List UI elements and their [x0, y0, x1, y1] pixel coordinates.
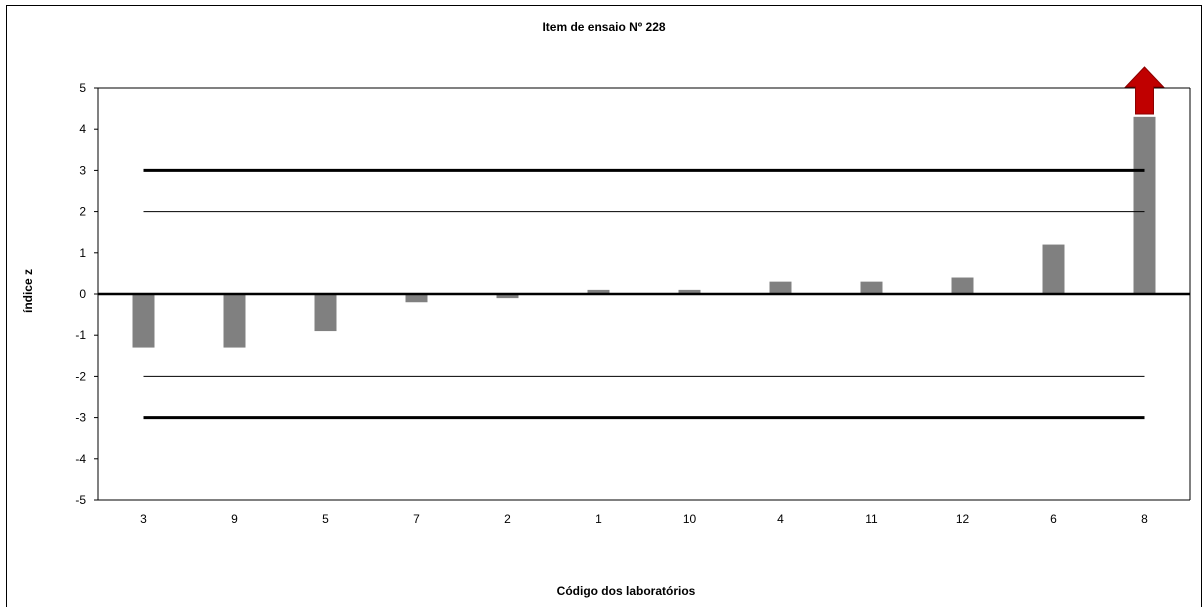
chart-title: Item de ensaio Nº 228	[542, 20, 665, 34]
y-tick-label: 2	[79, 205, 86, 219]
bar-lab-6	[1042, 244, 1065, 294]
x-tick-label: 11	[865, 512, 878, 526]
y-axis-label: índice z	[21, 269, 35, 313]
x-tick-label: 9	[231, 512, 238, 526]
y-tick-label: -4	[75, 452, 86, 466]
bar-lab-3	[132, 294, 155, 348]
x-tick-label: 1	[595, 512, 602, 526]
x-tick-label: 3	[140, 512, 147, 526]
y-tick-label: -3	[75, 411, 86, 425]
bar-lab-12	[951, 277, 974, 294]
x-tick-label: 4	[777, 512, 784, 526]
y-tick-label: -1	[75, 328, 86, 342]
y-tick-label: 1	[79, 246, 86, 260]
bar-lab-7	[405, 294, 428, 303]
bar-lab-10	[678, 289, 701, 294]
y-tick-label: 4	[79, 122, 86, 136]
x-tick-label: 2	[504, 512, 511, 526]
x-tick-label: 6	[1050, 512, 1057, 526]
y-tick-label: -5	[75, 493, 86, 507]
y-tick-label: 3	[79, 163, 86, 177]
bar-lab-11	[860, 281, 883, 294]
bar-lab-1	[587, 289, 610, 294]
x-tick-label: 10	[683, 512, 697, 526]
bar-lab-9	[223, 294, 246, 348]
x-tick-label: 5	[322, 512, 329, 526]
y-tick-label: 5	[79, 81, 86, 95]
bar-lab-5	[314, 294, 337, 332]
bar-lab-4	[769, 281, 792, 294]
y-tick-label: -2	[75, 369, 86, 383]
chart-frame	[6, 5, 1202, 607]
bar-lab-2	[496, 294, 519, 299]
y-tick-label: 0	[79, 287, 86, 301]
x-axis-label: Código dos laboratórios	[557, 584, 696, 598]
x-tick-label: 8	[1141, 512, 1148, 526]
x-tick-label: 7	[413, 512, 420, 526]
bar-lab-8	[1133, 116, 1156, 294]
x-tick-label: 12	[956, 512, 970, 526]
off-scale-arrow-icon	[1124, 66, 1165, 115]
